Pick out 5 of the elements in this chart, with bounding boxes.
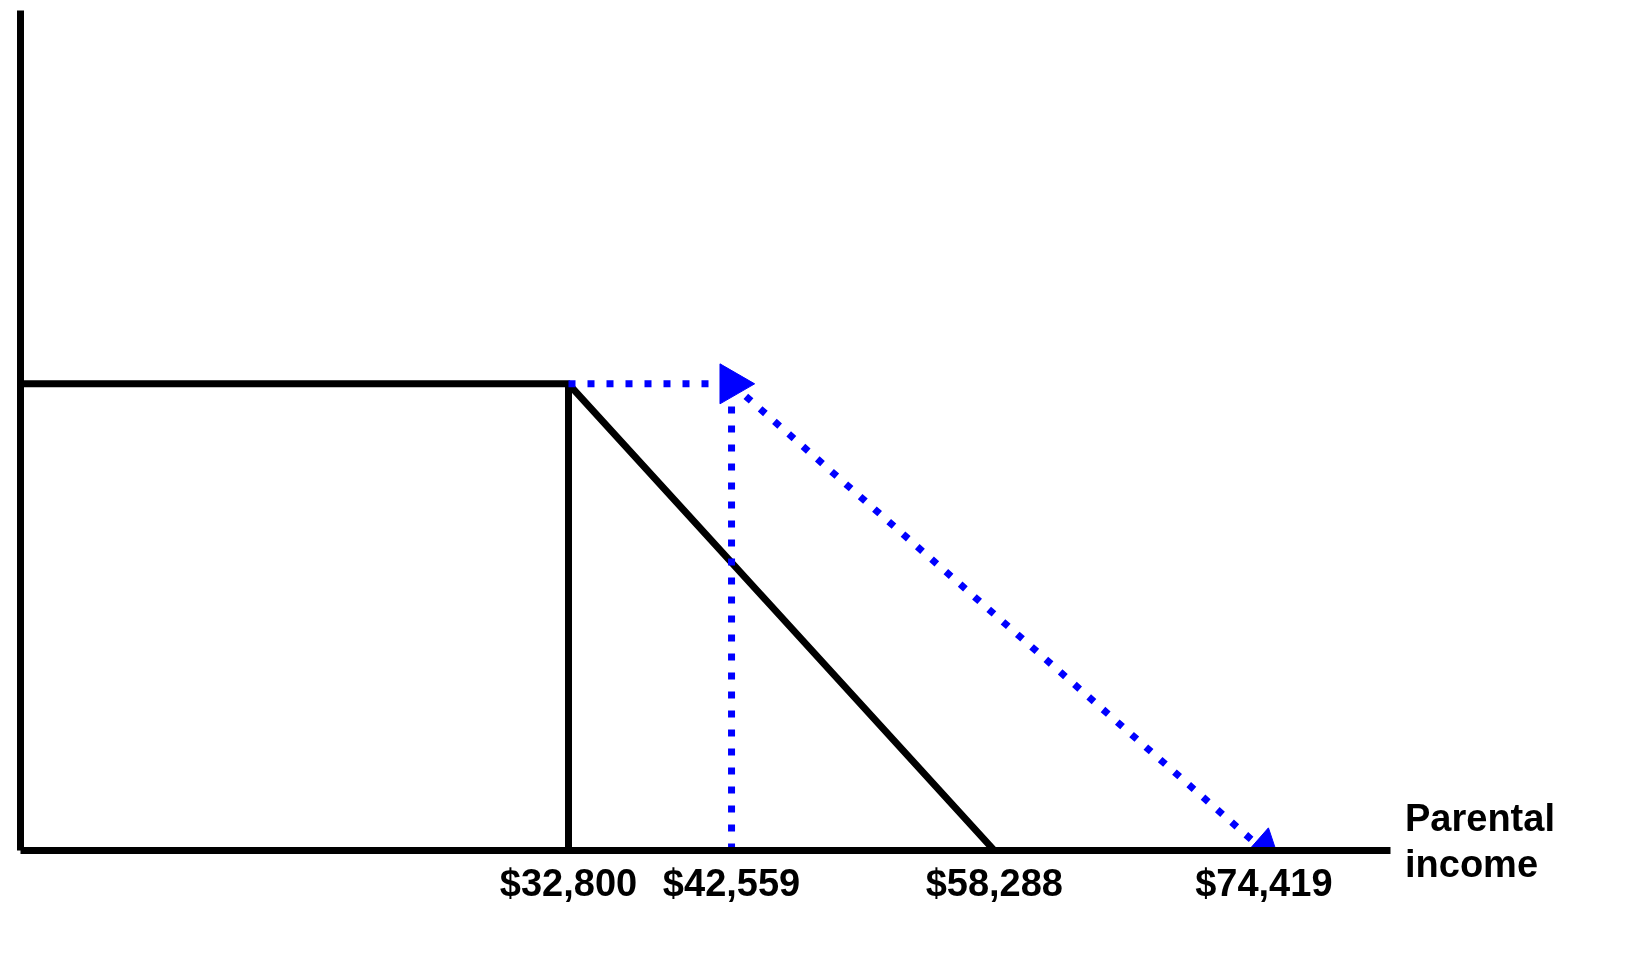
x-tick-label: $58,288	[925, 861, 1064, 904]
x-tick-label: $74,419	[1195, 861, 1333, 904]
x-axis-title: Parental income	[1405, 796, 1556, 887]
x-tick-label: $42,559	[662, 861, 801, 904]
x-tick-label: $32,800	[499, 861, 638, 904]
